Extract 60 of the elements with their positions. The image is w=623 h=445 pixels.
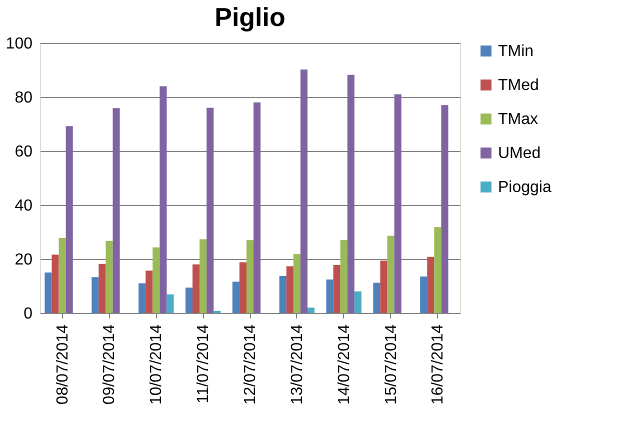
- bar: [434, 227, 442, 313]
- y-tick-label: 40: [14, 198, 33, 214]
- chart-title: Piglio: [214, 2, 286, 32]
- y-tick-label: 60: [14, 144, 33, 160]
- legend-label: Pioggia: [498, 179, 552, 196]
- bar: [185, 288, 193, 313]
- x-tick-label: 11/07/2014: [195, 324, 212, 404]
- bar: [206, 108, 214, 313]
- bar: [152, 247, 160, 313]
- bar: [293, 254, 300, 313]
- bar: [279, 276, 286, 313]
- x-tick-label: 13/07/2014: [288, 324, 306, 405]
- x-tick-label: 16/07/2014: [430, 324, 447, 405]
- bar: [106, 240, 113, 313]
- bar: [200, 239, 207, 313]
- bar: [347, 74, 354, 313]
- bar: [239, 262, 246, 313]
- bar: [420, 276, 428, 313]
- bar: [160, 86, 167, 313]
- bar: [52, 254, 59, 313]
- bar: [58, 238, 66, 313]
- bar: [166, 294, 174, 313]
- bar: [92, 277, 99, 313]
- y-tick-label: 0: [24, 306, 33, 322]
- y-tick-label: 100: [6, 36, 33, 52]
- legend-label: UMed: [498, 145, 541, 162]
- bar: [394, 94, 402, 313]
- bar: [300, 69, 308, 313]
- bar: [354, 291, 362, 313]
- bar: [98, 264, 106, 313]
- bar: [307, 308, 315, 313]
- legend-label: TMin: [498, 43, 534, 60]
- bar: [286, 266, 294, 313]
- bar: [138, 283, 146, 313]
- bar: [340, 240, 348, 313]
- bar: [387, 236, 394, 313]
- x-tick-label: 10/07/2014: [148, 324, 166, 405]
- bar: [112, 108, 120, 313]
- bar: [254, 102, 261, 313]
- bar: [441, 105, 448, 313]
- legend-label: TMed: [498, 77, 539, 94]
- bar: [427, 256, 434, 313]
- bar: [333, 264, 340, 313]
- bar: [146, 270, 153, 313]
- x-tick-label: 09/07/2014: [101, 324, 118, 405]
- bar: [44, 272, 52, 313]
- bar: [380, 260, 388, 313]
- x-tick-label: 14/07/2014: [336, 324, 353, 405]
- y-tick-label: 80: [14, 90, 33, 106]
- y-tick-label: 20: [14, 252, 33, 268]
- bar: [373, 282, 380, 313]
- bar: [246, 240, 254, 313]
- bar: [232, 282, 240, 313]
- bar: [326, 280, 334, 313]
- x-tick-label: 12/07/2014: [242, 324, 259, 405]
- bar: [66, 126, 73, 313]
- x-tick-label: 15/07/2014: [382, 324, 400, 405]
- legend-label: TMax: [498, 111, 538, 128]
- x-tick-label: 08/07/2014: [54, 324, 72, 405]
- bar: [192, 264, 200, 313]
